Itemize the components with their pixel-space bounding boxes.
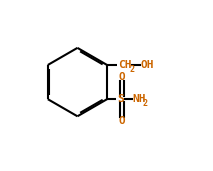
Text: CH: CH [118,60,132,70]
Text: NH: NH [133,94,146,104]
Text: O: O [118,116,125,126]
Text: 2: 2 [142,100,147,108]
Text: 2: 2 [130,65,135,74]
Text: O: O [118,72,125,82]
Text: OH: OH [141,60,154,70]
Text: S: S [117,94,124,104]
